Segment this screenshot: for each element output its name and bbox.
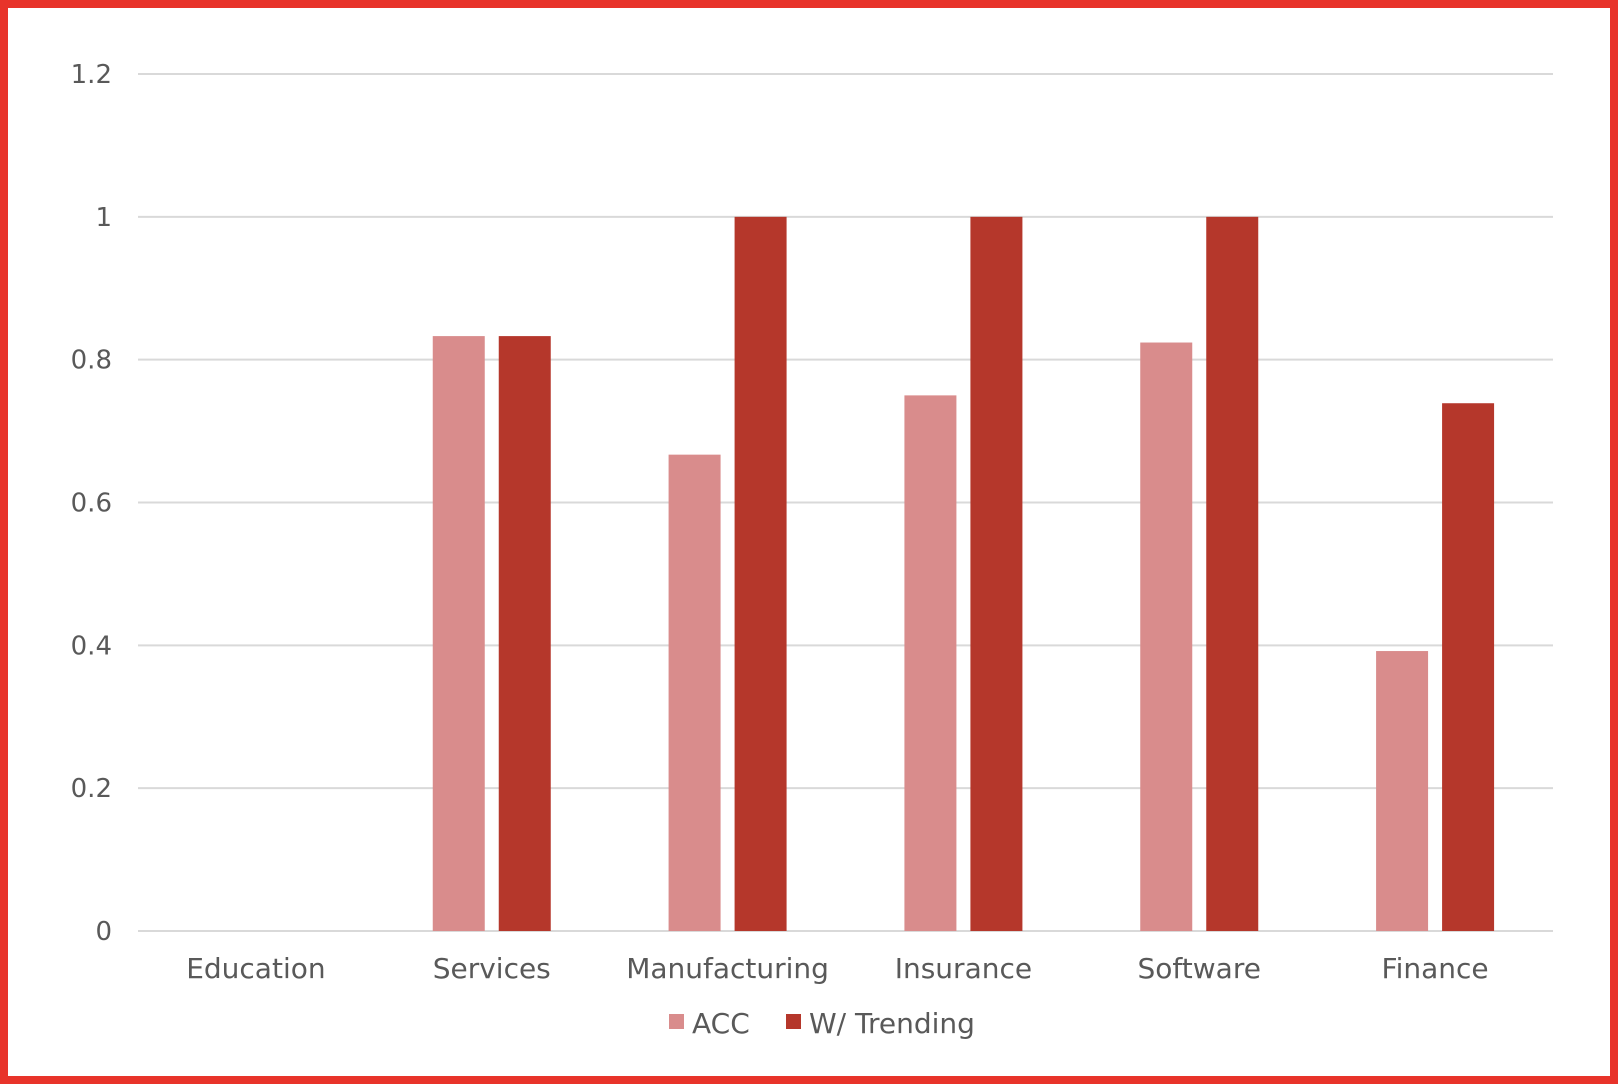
- legend-swatch-acc: [669, 1014, 684, 1029]
- x-category-label: Services: [433, 952, 551, 985]
- y-tick-label: 0.8: [71, 346, 112, 376]
- x-axis-category-labels: Education Services Manufacturing Insurance S…: [186, 952, 1488, 985]
- x-category-label: Manufacturing: [626, 952, 829, 985]
- legend-swatch-w-trending: [786, 1014, 801, 1029]
- y-tick-label: 0.4: [71, 631, 112, 661]
- y-tick-label: 1.2: [71, 60, 112, 90]
- bar-acc-software: [1140, 342, 1193, 931]
- legend-label-acc: ACC: [692, 1007, 750, 1040]
- y-tick-label: 0.2: [71, 774, 112, 804]
- bar-w-trending-software: [1206, 216, 1259, 932]
- bar-w-trending-insurance: [970, 216, 1023, 932]
- legend: ACC W/ Trending: [669, 1007, 975, 1040]
- y-axis-tick-labels: 0 0.2 0.4 0.6 0.8 1 1.2: [71, 60, 112, 947]
- bar-w-trending-manufacturing: [734, 216, 787, 932]
- bar-chart: 0 0.2 0.4 0.6 0.8 1 1.2 Education Services Manuf…: [71, 60, 1553, 1040]
- y-tick-label: 0.6: [71, 489, 112, 519]
- bar-acc-insurance: [904, 395, 957, 931]
- bar-w-trending-finance: [1442, 403, 1495, 931]
- x-category-label: Software: [1138, 952, 1261, 985]
- bars: [432, 216, 1495, 932]
- bar-acc-manufacturing: [668, 454, 721, 931]
- bar-w-trending-services: [498, 336, 551, 932]
- bar-acc-services: [432, 336, 485, 932]
- legend-label-w-trending: W/ Trending: [809, 1007, 975, 1040]
- gridlines: [138, 73, 1553, 932]
- y-tick-label: 1: [95, 203, 112, 233]
- x-category-label: Education: [186, 952, 325, 985]
- y-tick-label: 0: [95, 917, 112, 947]
- x-category-label: Finance: [1382, 952, 1489, 985]
- x-category-label: Insurance: [895, 952, 1032, 985]
- bar-acc-finance: [1376, 651, 1429, 931]
